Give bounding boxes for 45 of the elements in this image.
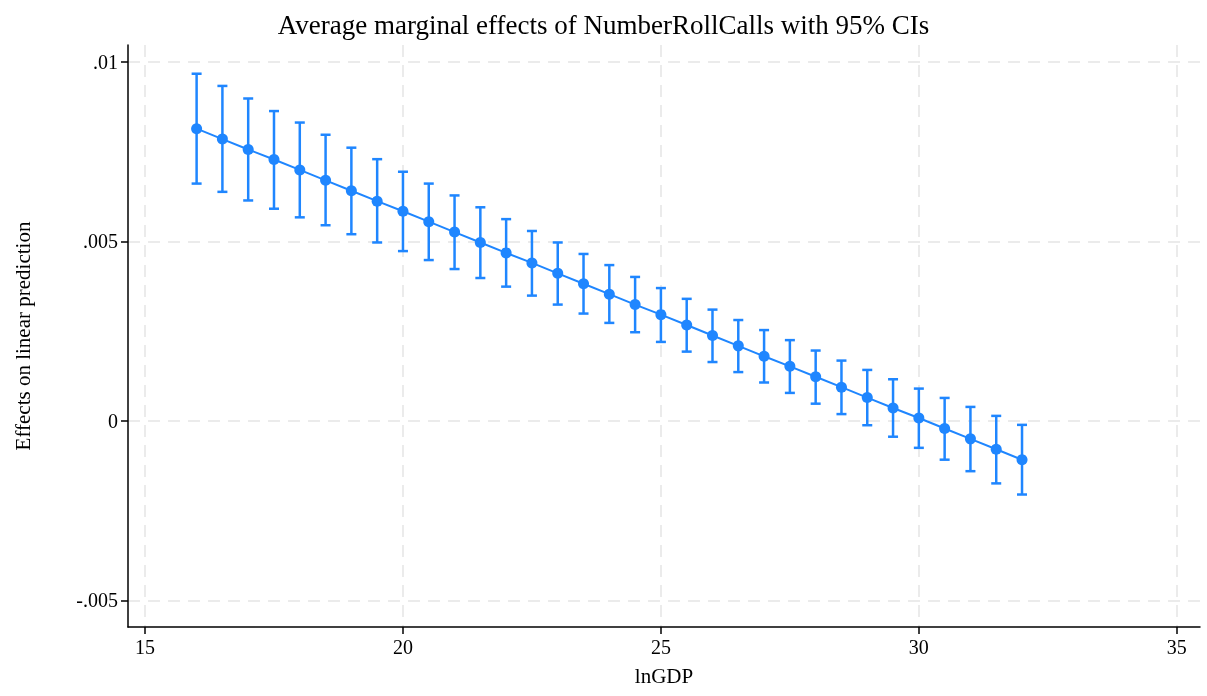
point xyxy=(345,185,357,197)
point xyxy=(1016,454,1028,466)
point xyxy=(655,309,667,321)
point xyxy=(681,319,693,331)
point xyxy=(320,174,332,186)
point xyxy=(371,195,383,207)
point xyxy=(474,236,486,248)
x-tick-label: 35 xyxy=(1166,636,1187,658)
point xyxy=(784,360,796,372)
point xyxy=(707,329,718,341)
point xyxy=(835,381,847,393)
point xyxy=(939,422,951,434)
point xyxy=(191,123,203,135)
point xyxy=(449,226,461,238)
chart-title: Average marginal effects of NumberRollCalls with 95% CIs xyxy=(277,9,930,40)
point xyxy=(887,402,899,414)
point xyxy=(810,371,822,383)
point xyxy=(242,143,254,155)
point xyxy=(294,164,306,176)
x-tick-label: 20 xyxy=(392,636,413,658)
x-tick-label: 25 xyxy=(650,636,671,658)
point xyxy=(964,433,976,445)
y-tick-label: .005 xyxy=(83,230,118,253)
point xyxy=(526,257,538,269)
y-tick-label: -.005 xyxy=(76,589,118,612)
point xyxy=(500,247,512,259)
y-tick-label: .01 xyxy=(93,50,118,73)
point xyxy=(268,154,280,166)
x-tick-label: 30 xyxy=(908,636,929,658)
point xyxy=(629,299,641,311)
point xyxy=(732,340,744,352)
y-tick-label: 0 xyxy=(108,409,118,432)
point xyxy=(578,278,590,290)
point xyxy=(758,350,770,362)
x-axis-title: lnGDP xyxy=(634,663,694,688)
point xyxy=(990,443,1002,455)
y-axis-title: Effects on linear prediction xyxy=(10,221,35,451)
point xyxy=(216,133,228,145)
x-tick-label: 15 xyxy=(135,636,156,658)
point xyxy=(861,392,873,404)
point xyxy=(423,216,435,228)
point xyxy=(552,267,564,279)
point xyxy=(397,205,409,217)
point xyxy=(603,288,615,300)
point xyxy=(913,412,925,424)
